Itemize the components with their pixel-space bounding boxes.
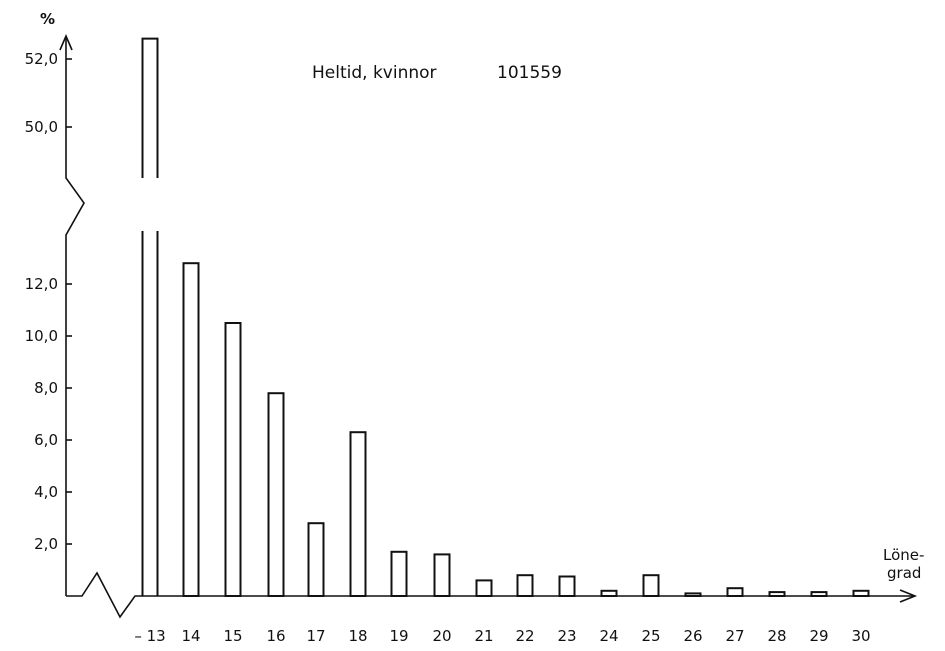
y-ticks: 2,0 4,0 6,0 8,0 10,0 12,0 50,0 52,0 [25,50,72,553]
bar [307,522,325,598]
bars [141,37,870,598]
x-tick-label: 25 [641,627,660,645]
x-ticks: – 13 14 15 16 17 18 19 20 21 22 23 24 25 26 27 28 29 30 [134,627,870,645]
y-axis-arrow [59,33,73,51]
bar [349,431,367,598]
bar [684,592,702,598]
x-tick-label: 19 [389,627,408,645]
bar [558,575,576,597]
x-tick-label: 18 [348,627,367,645]
x-tick-label: 26 [683,627,702,645]
bar [141,231,159,596]
bar [433,553,451,598]
y-tick-label: 52,0 [25,50,58,68]
bar [516,574,534,598]
bar [182,262,200,597]
x-tick-label: 24 [599,627,618,645]
x-tick-label: 21 [474,627,493,645]
axes [59,33,918,619]
y-axis-lower [65,38,85,596]
bar [600,589,618,597]
x-tick-label: 27 [725,627,744,645]
bar [642,574,660,598]
y-tick-label: 10,0 [25,327,58,345]
bar [267,392,285,598]
bar [726,587,744,598]
x-tick-label: – 13 [134,627,165,645]
bar [224,322,242,597]
y-tick-label: 8,0 [34,379,58,397]
y-axis-label: % [40,10,55,28]
bar [768,591,786,597]
chart-count: 101559 [497,63,562,83]
x-tick-label: 16 [266,627,285,645]
bar [475,579,493,598]
x-axis-label-line1: Löne- [883,546,924,564]
x-tick-label: 22 [515,627,534,645]
chart-title: Heltid, kvinnor [312,63,437,83]
y-tick-label: 12,0 [25,275,58,293]
x-axis [66,571,913,619]
x-tick-label: 28 [767,627,786,645]
x-tick-label: 30 [851,627,870,645]
y-tick-label: 50,0 [25,118,58,136]
x-tick-label: 23 [557,627,576,645]
x-tick-label: 20 [432,627,451,645]
y-tick-label: 2,0 [34,535,58,553]
bar [852,589,870,597]
y-tick-label: 6,0 [34,431,58,449]
x-axis-arrow [899,589,918,603]
x-axis-label-line2: grad [887,564,921,582]
x-tick-label: 15 [223,627,242,645]
x-tick-label: 17 [306,627,325,645]
x-tick-label: 14 [181,627,200,645]
bar-upper [141,37,159,178]
y-tick-label: 4,0 [34,483,58,501]
x-tick-label: 29 [809,627,828,645]
bar [810,591,828,597]
bar [390,550,408,597]
